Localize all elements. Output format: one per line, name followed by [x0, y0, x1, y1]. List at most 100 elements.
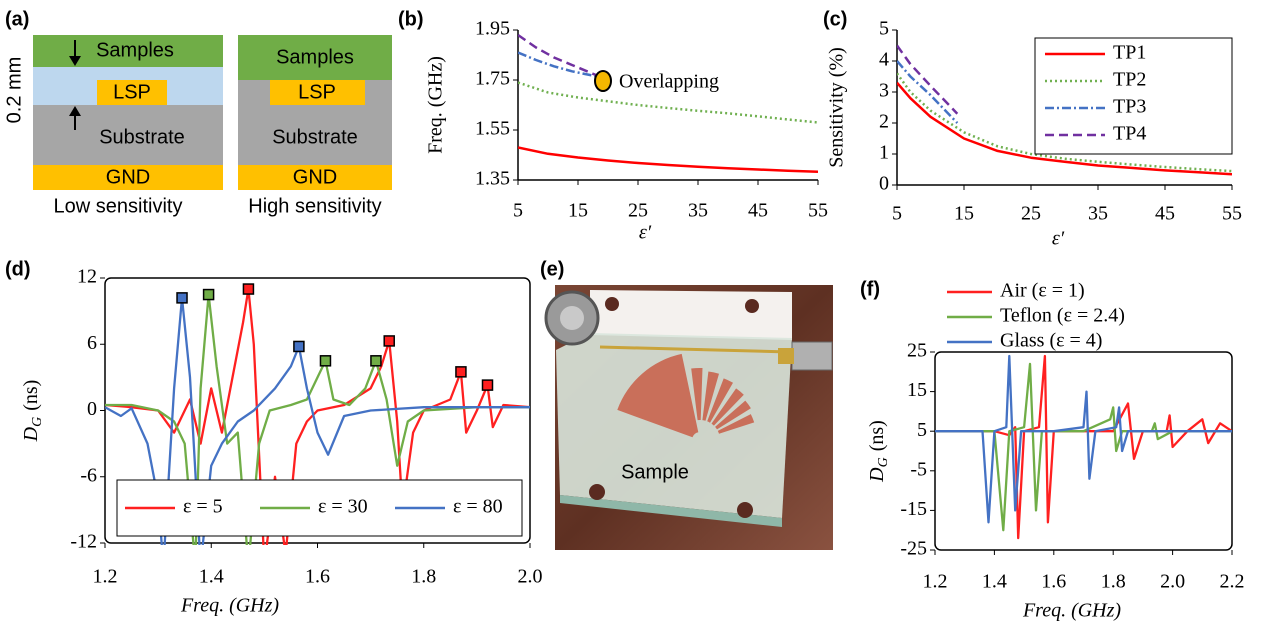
arrow-head: [69, 106, 81, 116]
peak-marker: [293, 340, 305, 353]
layer-label: GND: [106, 166, 150, 188]
diagram-a: (a) 0.2 mm Samples LSP Substrate GND Low…: [3, 8, 392, 217]
glass-edge: [560, 495, 782, 527]
y-tick-label: 15: [907, 379, 927, 401]
y-tick-label: -12: [70, 531, 97, 553]
x-tick-label: 1.4: [199, 566, 224, 588]
sample-label: Sample: [621, 461, 689, 483]
y-tick-label: 5: [879, 18, 889, 40]
series-line: [518, 146, 818, 174]
series-line: [935, 354, 1232, 524]
caption: High sensitivity: [248, 195, 381, 217]
x-tick-label: 55: [1222, 203, 1242, 225]
peak-marker: [242, 283, 255, 295]
samples-layer: [33, 35, 223, 67]
layer-label: LSP: [298, 81, 336, 103]
y-label-subscript: G: [30, 417, 45, 427]
y-tick-label: 1.75: [475, 68, 510, 90]
x-tick-label: 1.8: [411, 566, 436, 588]
x-tick-label: 25: [628, 200, 648, 222]
legend-label: TP4: [1113, 123, 1146, 145]
series-line: [518, 51, 600, 79]
panel-label: (d): [5, 258, 31, 280]
y-tick-label: 1.35: [475, 168, 510, 190]
connector-plate: [590, 290, 792, 340]
x-tick-label: 1.4: [982, 571, 1007, 593]
legend-label: TP3: [1113, 96, 1146, 118]
photo-e: (e): [540, 258, 833, 550]
screw-hole: [737, 502, 753, 518]
x-tick-label: 15: [954, 203, 974, 225]
series-line: [897, 72, 1232, 173]
plot-frame: [934, 351, 1233, 551]
series-line: [897, 81, 1232, 176]
x-axis-label: ε′: [1052, 228, 1065, 250]
sensor-pattern: [617, 353, 699, 438]
layer-label: Substrate: [99, 126, 185, 148]
legend-label: TP2: [1113, 69, 1146, 91]
screw-hole: [605, 297, 619, 311]
chart: (d) -12 -6 0 6 12 1.2 1.4 1.6 1.8 2.0 Freq. (GHz) DG…: [5, 258, 543, 616]
layer-label: Samples: [96, 39, 174, 61]
y-tick-label: 1.95: [475, 18, 510, 40]
panel-label: (e): [540, 258, 564, 280]
y-tick-label: -15: [900, 498, 927, 520]
legend-box: [116, 479, 523, 537]
legend-label: Teflon (ε = 2.4): [1000, 305, 1125, 327]
x-tick-label: 5: [513, 200, 523, 222]
peak-marker: [370, 355, 382, 367]
peak-marker: [383, 335, 395, 347]
screw-hole: [589, 484, 605, 500]
sensor-pattern: [702, 371, 719, 421]
y-axis-label: DG (ns): [20, 380, 46, 443]
overlap-marker: [594, 70, 612, 92]
y-tick-label: 4: [879, 49, 889, 71]
x-tick-label: 15: [568, 200, 588, 222]
panel-label: (f): [860, 278, 880, 300]
x-tick-label: 35: [688, 200, 708, 222]
annotation: Overlapping: [619, 71, 719, 93]
chart: (f) -25 -15 -5 5 15 25 1.2 1.4 1.6 1.8 2.0 2.2 Freq. …: [860, 278, 1245, 621]
x-tick-label: 1.2: [923, 571, 948, 593]
peak-marker: [176, 292, 188, 304]
arrow-head: [69, 56, 81, 66]
y-tick-label: 2: [879, 111, 889, 133]
x-tick-label: 25: [1021, 203, 1041, 225]
samples-layer: [238, 35, 392, 80]
y-label-unit: (ns): [866, 420, 888, 451]
caption: Low sensitivity: [54, 195, 183, 217]
x-tick-label: 2.0: [518, 566, 543, 588]
sensor-pattern: [715, 400, 751, 430]
legend-label: ε = 30: [318, 496, 368, 518]
layer-label: GND: [293, 166, 337, 188]
gnd-layer: [33, 165, 223, 190]
y-tick-label: -5: [910, 458, 927, 480]
lsp-layer: [270, 80, 365, 105]
legend-label: Air (ε = 1): [1000, 280, 1085, 302]
panel-label: (c): [823, 8, 847, 30]
layer-label: LSP: [113, 81, 151, 103]
sensor-pattern: [707, 378, 733, 423]
x-tick-label: 45: [1155, 203, 1175, 225]
sma-connector: [791, 341, 833, 371]
x-tick-label: 55: [808, 200, 828, 222]
series-line: [897, 44, 959, 115]
lsp-layer: [97, 80, 167, 105]
x-tick-label: 45: [748, 200, 768, 222]
x-tick-label: 1.6: [1041, 571, 1066, 593]
x-tick-label: 5: [892, 203, 902, 225]
x-tick-label: 1.8: [1101, 571, 1126, 593]
y-axis-label: DG (ns): [866, 420, 892, 483]
series-line: [518, 81, 818, 124]
panel-label: (a): [5, 8, 29, 30]
legend-label: Glass (ε = 4): [1000, 330, 1102, 352]
sma-connector: [560, 306, 584, 330]
screw-hole: [745, 299, 759, 313]
y-tick-label: 1.55: [475, 118, 510, 140]
series-line: [518, 33, 600, 78]
y-tick-label: 0: [879, 173, 889, 195]
x-axis-label: Freq. (GHz): [1022, 600, 1121, 622]
peak-marker: [202, 288, 215, 301]
